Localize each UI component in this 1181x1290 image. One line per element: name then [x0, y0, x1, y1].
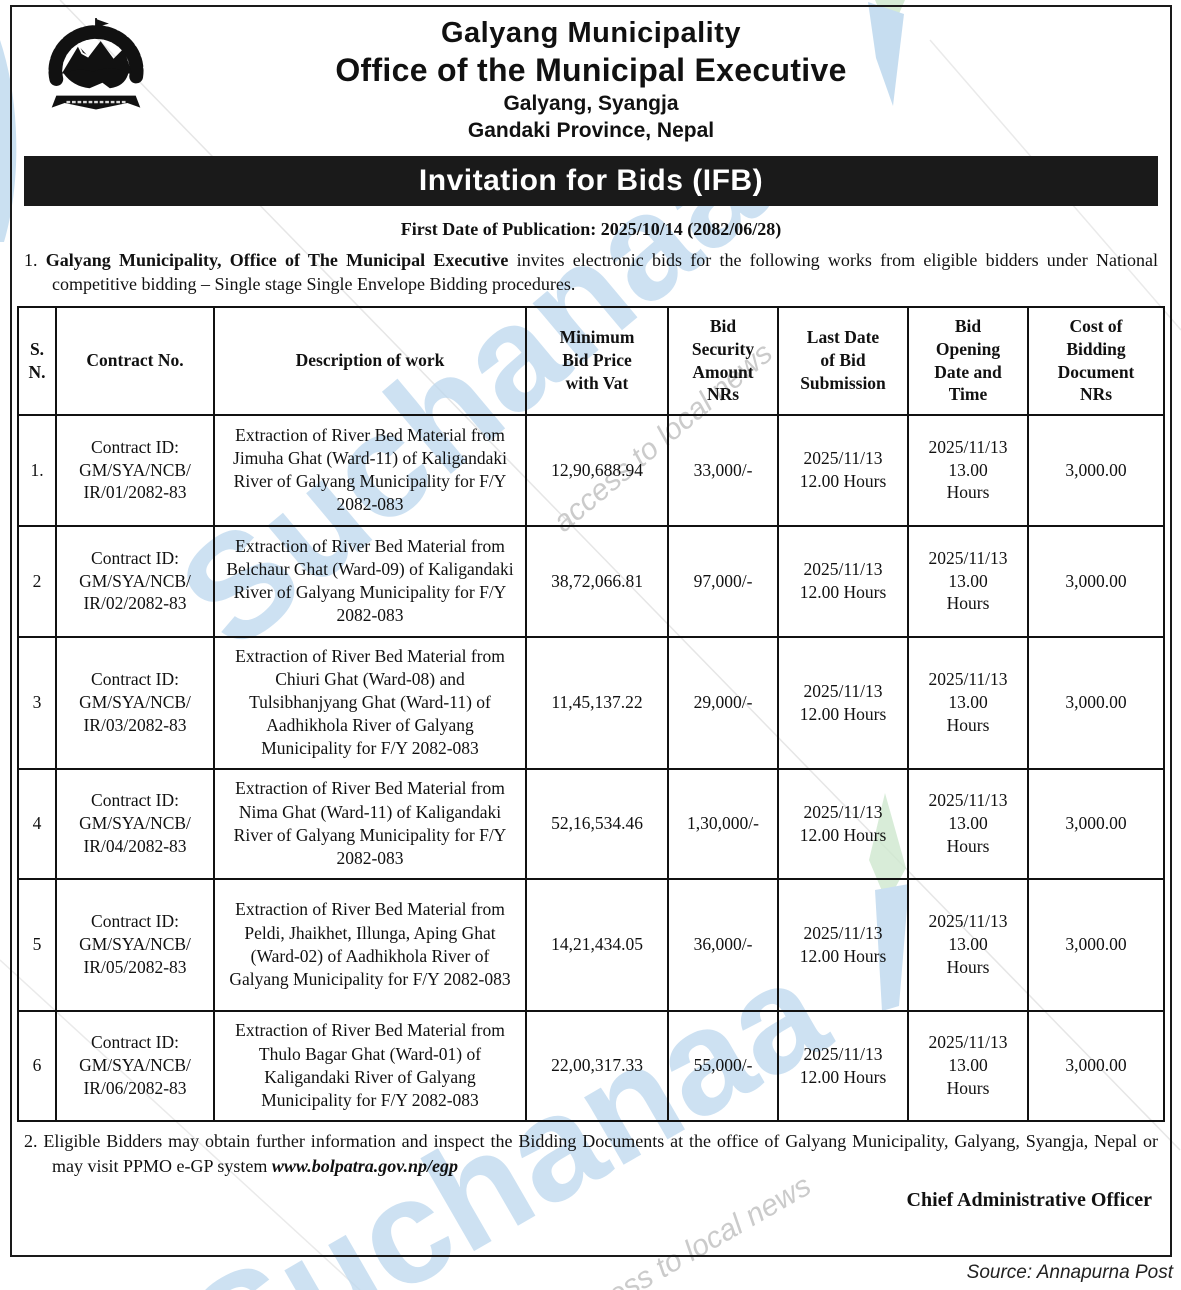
cost-cell: 3,000.00	[1027, 877, 1165, 1012]
table-row: 4 Contract ID: GM/SYA/NCB/ IR/04/2082-83…	[17, 767, 1165, 880]
nepal-coat-of-arms-icon	[48, 18, 144, 110]
table-row: 6 Contract ID: GM/SYA/NCB/ IR/06/2082-83…	[17, 1009, 1165, 1122]
column-header-sn: S. N.	[17, 305, 57, 416]
column-header-security: Bid Security Amount NRs	[667, 305, 779, 416]
min-bid-cell: 11,45,137.22	[525, 635, 669, 770]
opening-cell: 2025/11/13 13.00 Hours	[907, 413, 1029, 527]
security-cell: 1,30,000/-	[667, 767, 779, 880]
description-cell: Extraction of River Bed Material from Ni…	[213, 767, 527, 880]
last-date-cell: 2025/11/13 12.00 Hours	[777, 767, 909, 880]
cost-cell: 3,000.00	[1027, 1009, 1165, 1122]
security-cell: 33,000/-	[667, 413, 779, 527]
intro-bold-text: Galyang Municipality, Office of The Muni…	[45, 250, 509, 270]
opening-cell: 2025/11/13 13.00 Hours	[907, 767, 1029, 880]
office-name: Office of the Municipal Executive	[335, 52, 847, 88]
min-bid-cell: 52,16,534.46	[525, 767, 669, 880]
sn-cell: 1.	[17, 413, 57, 527]
cost-cell: 3,000.00	[1027, 413, 1165, 527]
min-bid-cell: 38,72,066.81	[525, 524, 669, 638]
opening-cell: 2025/11/13 13.00 Hours	[907, 1009, 1029, 1122]
column-header-description: Description of work	[213, 305, 527, 416]
description-cell: Extraction of River Bed Material from Ch…	[213, 635, 527, 770]
last-date-cell: 2025/11/13 12.00 Hours	[777, 877, 909, 1012]
letterhead: Galyang Municipality Office of the Munic…	[12, 7, 1170, 143]
egp-system-url: www.bolpatra.gov.np/egp	[271, 1155, 459, 1176]
footer-paragraph: 2. Eligible Bidders may obtain further i…	[24, 1129, 1158, 1179]
column-header-contract: Contract No.	[55, 305, 215, 416]
intro-number: 1.	[24, 250, 38, 270]
hills	[63, 68, 129, 89]
contract-cell: Contract ID: GM/SYA/NCB/ IR/01/2082-83	[55, 413, 215, 527]
column-header-opening: Bid Opening Date and Time	[907, 305, 1029, 416]
footer-number: 2.	[24, 1130, 38, 1151]
sn-cell: 3	[17, 635, 57, 770]
cost-cell: 3,000.00	[1027, 524, 1165, 638]
security-cell: 97,000/-	[667, 524, 779, 638]
table-header-row: S. N. Contract No. Description of work M…	[17, 305, 1165, 416]
municipality-name: Galyang Municipality	[440, 17, 742, 49]
column-header-cost: Cost of Bidding Document NRs	[1027, 305, 1165, 416]
min-bid-cell: 14,21,434.05	[525, 877, 669, 1012]
last-date-cell: 2025/11/13 12.00 Hours	[777, 1009, 909, 1122]
description-cell: Extraction of River Bed Material from Ji…	[213, 413, 527, 527]
column-header-min-bid: Minimum Bid Price with Vat	[525, 305, 669, 416]
opening-cell: 2025/11/13 13.00 Hours	[907, 877, 1029, 1012]
cost-cell: 3,000.00	[1027, 635, 1165, 770]
office-location: Galyang, Syangja	[503, 92, 679, 115]
contract-cell: Contract ID: GM/SYA/NCB/ IR/04/2082-83	[55, 767, 215, 880]
table-row: 2 Contract ID: GM/SYA/NCB/ IR/02/2082-83…	[17, 524, 1165, 638]
security-cell: 55,000/-	[667, 1009, 779, 1122]
contract-cell: Contract ID: GM/SYA/NCB/ IR/03/2082-83	[55, 635, 215, 770]
security-cell: 36,000/-	[667, 877, 779, 1012]
contract-cell: Contract ID: GM/SYA/NCB/ IR/02/2082-83	[55, 524, 215, 638]
source-credit: Source: Annapurna Post	[966, 1262, 1173, 1283]
municipality-emblem-logo	[36, 15, 156, 119]
last-date-cell: 2025/11/13 12.00 Hours	[777, 524, 909, 638]
last-date-cell: 2025/11/13 12.00 Hours	[777, 635, 909, 770]
min-bid-cell: 12,90,688.94	[525, 413, 669, 527]
sn-cell: 4	[17, 767, 57, 880]
column-header-last-date: Last Date of Bid Submission	[777, 305, 909, 416]
sn-cell: 5	[17, 877, 57, 1012]
invitation-banner-title: Invitation for Bids (IFB)	[24, 156, 1158, 206]
last-date-cell: 2025/11/13 12.00 Hours	[777, 413, 909, 527]
bids-table: S. N. Contract No. Description of work M…	[17, 305, 1165, 1122]
contract-cell: Contract ID: GM/SYA/NCB/ IR/06/2082-83	[55, 1009, 215, 1122]
description-cell: Extraction of River Bed Material from Pe…	[213, 877, 527, 1012]
sn-cell: 2	[17, 524, 57, 638]
table-row: 5 Contract ID: GM/SYA/NCB/ IR/05/2082-83…	[17, 877, 1165, 1012]
contract-cell: Contract ID: GM/SYA/NCB/ IR/05/2082-83	[55, 877, 215, 1012]
description-cell: Extraction of River Bed Material from Be…	[213, 524, 527, 638]
publication-date-line: First Date of Publication: 2025/10/14 (2…	[400, 219, 782, 239]
notice-border-box: Galyang Municipality Office of the Munic…	[10, 5, 1172, 1257]
min-bid-cell: 22,00,317.33	[525, 1009, 669, 1122]
table-row: 3 Contract ID: GM/SYA/NCB/ IR/03/2082-83…	[17, 635, 1165, 770]
security-cell: 29,000/-	[667, 635, 779, 770]
cost-cell: 3,000.00	[1027, 767, 1165, 880]
office-province: Gandaki Province, Nepal	[467, 119, 715, 142]
intro-paragraph: 1. Galyang Municipality, Office of The M…	[24, 248, 1158, 297]
opening-cell: 2025/11/13 13.00 Hours	[907, 635, 1029, 770]
table-row: 1. Contract ID: GM/SYA/NCB/ IR/01/2082-8…	[17, 413, 1165, 527]
description-cell: Extraction of River Bed Material from Th…	[213, 1009, 527, 1122]
opening-cell: 2025/11/13 13.00 Hours	[907, 524, 1029, 638]
footer-text: Eligible Bidders may obtain further info…	[43, 1130, 1159, 1176]
sn-cell: 6	[17, 1009, 57, 1122]
signature-title: Chief Administrative Officer	[906, 1188, 1153, 1211]
